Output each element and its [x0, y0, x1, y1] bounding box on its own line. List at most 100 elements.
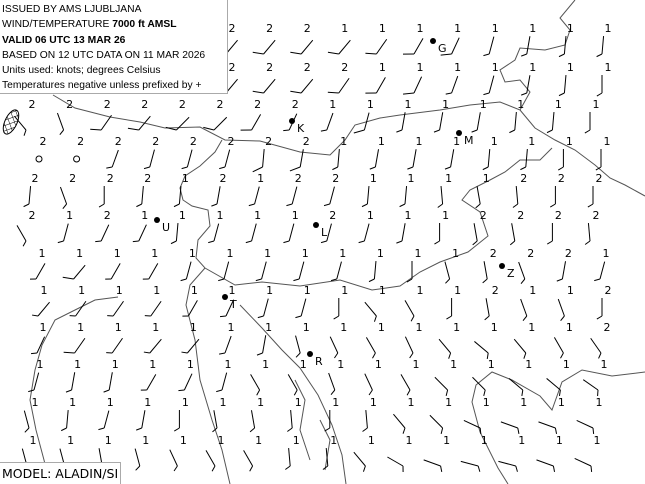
temperature-label: 2 [265, 135, 272, 148]
temperature-label: 1 [69, 396, 76, 409]
issue-info-box: ISSUED BY AMS LJUBLJANA WIND/TEMPERATURE… [0, 0, 228, 94]
grid-point: 1 [169, 434, 187, 472]
temperature-label: 1 [415, 247, 422, 260]
wind-barb-shaft [404, 336, 414, 354]
grid-point: 2 [252, 61, 276, 94]
wind-barb-shaft [520, 298, 528, 317]
station-dot-icon [456, 130, 462, 136]
station-dot-icon [289, 118, 295, 124]
wind-barb-full [90, 128, 102, 131]
wind-barb-half [368, 278, 375, 283]
wind-barb-half [362, 427, 368, 432]
grid-point: 1 [353, 434, 375, 472]
wind-barb-shaft [476, 112, 481, 131]
temperature-label: 1 [563, 358, 570, 371]
temperature-label: 2 [604, 321, 611, 334]
wind-barb-half [362, 465, 366, 472]
temperature-label: 1 [40, 321, 47, 334]
station-g: G [430, 38, 447, 55]
wind-barb-half [509, 240, 516, 246]
station-dot-icon [154, 217, 160, 223]
wind-barb-half [596, 315, 603, 320]
wind-barb-half [286, 203, 293, 207]
wind-barb-half [333, 315, 340, 320]
wind-barb-half [483, 53, 490, 57]
wind-barb-full [252, 166, 263, 173]
wind-barb-half [406, 389, 411, 396]
grid-point: 1 [472, 358, 495, 396]
grid-point: 1 [216, 358, 232, 393]
grid-point: 1 [287, 358, 307, 396]
wind-barb-shaft [103, 410, 110, 429]
wind-barb-shaft [295, 335, 301, 354]
wind-barb-half [560, 352, 564, 359]
wind-barb-shaft [225, 299, 235, 317]
temperature-label: 1 [227, 247, 234, 260]
grid-point: 1 [387, 434, 413, 473]
wind-barb-half [446, 315, 452, 320]
wind-barb-shaft [526, 75, 531, 94]
temperature-label: 2 [527, 247, 534, 260]
grid-point: 2 [59, 172, 76, 209]
wind-barb-half [249, 427, 255, 433]
wind-barb-half [173, 465, 178, 472]
station-m: M [456, 130, 474, 147]
wind-barb-half [558, 389, 561, 397]
temperature-label: 2 [490, 247, 497, 260]
station-dot-icon [313, 222, 319, 228]
station-dot-icon [307, 351, 313, 357]
temperature-label: 1 [417, 284, 424, 297]
grid-point: 1 [369, 135, 385, 170]
wind-barb-shaft [587, 223, 591, 242]
temperature-label: 1 [596, 396, 603, 409]
temperature-label: 1 [293, 434, 300, 447]
temperature-label: 1 [367, 209, 374, 222]
grid-point: 1 [30, 321, 47, 355]
wind-barb-shaft [582, 379, 599, 391]
temperature-label: 1 [594, 434, 601, 447]
grid-point: 2 [584, 209, 600, 245]
wind-barb-shaft [400, 374, 411, 391]
grid-point: 1 [509, 98, 524, 134]
wind-barb-half [520, 278, 526, 284]
wind-barb-full [252, 51, 264, 55]
wind-barb-half [596, 92, 603, 97]
grid-point: 1 [293, 247, 309, 282]
wind-barb-half [293, 278, 300, 282]
grid-point: 1 [327, 22, 351, 55]
temperature-label: 1 [339, 247, 346, 260]
base-data-line: BASED ON 12 UTC DATA ON 11 MAR 2026 [2, 49, 206, 61]
wind-barb-shaft [337, 149, 340, 168]
temperature-label: 1 [567, 22, 574, 35]
temperature-label: 1 [341, 22, 348, 35]
temperature-label: 1 [368, 434, 375, 447]
wind-barb-half [287, 427, 293, 432]
grid-point: 1 [546, 358, 570, 397]
temperature-label: 1 [39, 247, 46, 260]
grid-point: 1 [558, 61, 574, 97]
wind-barb-half [320, 129, 327, 132]
wind-barb-half [248, 203, 255, 207]
station-label: L [321, 226, 328, 239]
wind-barb-full [165, 126, 177, 131]
grid-point: 1 [182, 284, 198, 317]
temperature-label: 1 [182, 172, 189, 185]
wind-barb-shaft [263, 39, 276, 55]
grid-point: 1 [212, 396, 227, 433]
grid-point: 1 [295, 321, 310, 358]
wind-barb-half [598, 352, 602, 359]
grid-point: 1 [105, 247, 121, 280]
grid-point: 1 [249, 396, 264, 433]
temperature-label: 2 [303, 135, 310, 148]
grid-point: 1 [23, 396, 39, 433]
wind-barb-shaft [36, 336, 46, 354]
temperature-label: 2 [229, 61, 236, 74]
wind-barb-shaft [551, 112, 555, 131]
wind-barb-half [283, 129, 290, 132]
grid-point: 1 [446, 284, 461, 320]
wind-barb-full [290, 51, 302, 55]
grid-point: 2 [484, 284, 499, 321]
wind-barb-half [323, 203, 330, 207]
grid-point: 1 [463, 396, 490, 435]
wind-barb-half [437, 203, 443, 208]
